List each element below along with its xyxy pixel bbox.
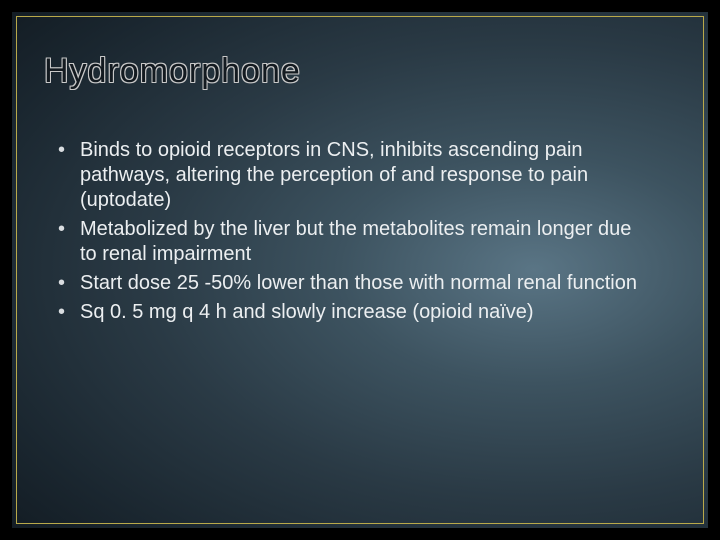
slide: Hydromorphone Binds to opioid receptors … <box>0 0 720 540</box>
list-item: Start dose 25 -50% lower than those with… <box>54 271 648 296</box>
slide-title: Hydromorphone <box>44 52 301 91</box>
list-item: Binds to opioid receptors in CNS, inhibi… <box>54 138 648 213</box>
bullet-list: Binds to opioid receptors in CNS, inhibi… <box>54 138 648 329</box>
bullet-text: Binds to opioid receptors in CNS, inhibi… <box>80 139 588 211</box>
list-item: Sq 0. 5 mg q 4 h and slowly increase (op… <box>54 300 648 325</box>
bullet-text: Start dose 25 -50% lower than those with… <box>80 272 637 294</box>
bullet-text: Metabolized by the liver but the metabol… <box>80 218 631 265</box>
bullet-text: Sq 0. 5 mg q 4 h and slowly increase (op… <box>80 301 534 323</box>
list-item: Metabolized by the liver but the metabol… <box>54 217 648 267</box>
